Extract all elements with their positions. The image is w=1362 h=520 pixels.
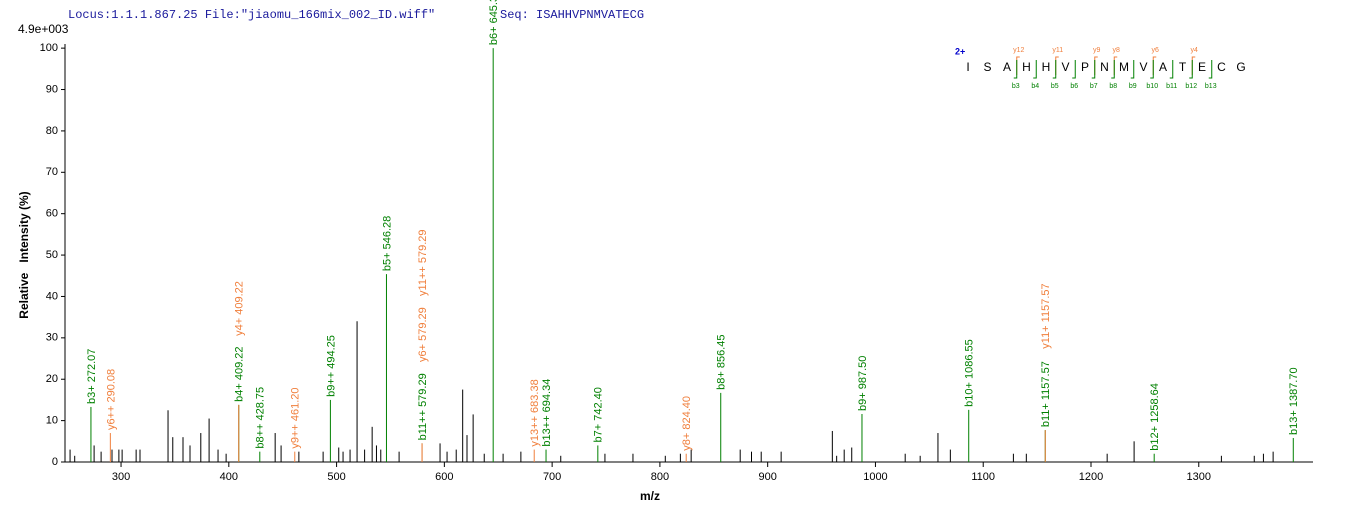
residue: G	[1236, 60, 1245, 74]
x-tick-label: 700	[543, 471, 561, 483]
peak-label: b10+ 1086.55	[964, 339, 976, 407]
b-bracket	[1111, 60, 1115, 79]
peak-label: y11++ 579.29	[417, 230, 429, 296]
y-tick-label: 50	[46, 249, 58, 261]
chart-title: Locus:1.1.1.867.25 File:"jiaomu_166mix_0…	[68, 8, 435, 22]
residue: C	[1217, 60, 1226, 74]
y-tick-label: 10	[46, 415, 58, 427]
x-tick-label: 1200	[1079, 471, 1103, 483]
b-ion-marker: b12	[1185, 83, 1197, 90]
x-tick-label: 400	[220, 471, 238, 483]
y-axis-label: Relative Intensity (%)	[17, 191, 31, 318]
peak-label: b13++ 694.34	[541, 379, 553, 447]
peak-label: y13++ 683.38	[529, 379, 541, 446]
peak-label: y9++ 461.20	[290, 387, 302, 448]
x-tick-label: 800	[651, 471, 669, 483]
b-bracket	[1130, 60, 1135, 79]
x-tick-label: 500	[327, 471, 345, 483]
peak-label: b8++ 428.75	[255, 387, 267, 449]
residue: V	[1139, 60, 1147, 74]
b-ion-marker: b8	[1109, 83, 1117, 90]
peak-label: b9+ 987.50	[857, 356, 869, 411]
y-tick-label: 30	[46, 332, 58, 344]
x-tick-label: 1000	[863, 471, 887, 483]
x-tick-label: 1300	[1187, 471, 1211, 483]
b-ion-marker: b4	[1031, 83, 1039, 90]
b-ion-marker: b11	[1166, 83, 1177, 90]
b-ion-marker: b9	[1129, 83, 1137, 90]
residue: H	[1022, 60, 1031, 74]
residue: N	[1100, 60, 1109, 74]
y-tick-label: 20	[46, 373, 58, 385]
residue: M	[1119, 60, 1129, 74]
b-bracket	[1189, 60, 1193, 79]
b-ion-marker: b10	[1146, 83, 1158, 90]
residue: P	[1081, 60, 1089, 74]
peak-label: y6++ 290.08	[105, 369, 117, 430]
x-tick-label: 600	[435, 471, 453, 483]
x-tick-label: 1100	[971, 471, 995, 483]
peak-label: y11+ 1157.57	[1040, 283, 1052, 348]
y-ion-marker: y9	[1093, 47, 1101, 54]
residue: V	[1061, 60, 1069, 74]
residue: A	[1003, 60, 1011, 74]
peak-label: b13+ 1387.70	[1288, 367, 1300, 435]
scale-label: 4.9e+003	[18, 22, 69, 36]
peak-label: b4+ 409.22	[234, 347, 246, 402]
peak-label: b11+ 1157.57	[1040, 361, 1052, 427]
y-ion-marker: y8	[1113, 47, 1121, 54]
y-tick-label: 60	[46, 208, 58, 220]
y-ion-marker: y12	[1013, 47, 1024, 54]
peak-label: b12+ 1258.64	[1149, 383, 1161, 451]
residue: I	[966, 60, 969, 74]
peak-label: y8+ 824.40	[681, 396, 693, 451]
y-tick-label: 90	[46, 83, 58, 95]
y-ion-marker: y6	[1152, 47, 1160, 54]
residue: A	[1159, 60, 1167, 74]
b-ion-marker: b7	[1090, 83, 1098, 90]
y-tick-label: 80	[46, 125, 58, 137]
residue: E	[1198, 60, 1206, 74]
b-bracket	[1169, 60, 1174, 79]
y-tick-label: 100	[40, 42, 58, 54]
peak-label: b7+ 742.40	[593, 387, 605, 442]
y-tick-label: 0	[52, 456, 58, 468]
peak-label: y4+ 409.22	[234, 281, 246, 336]
chart-subtitle: Seq: ISAHHVPNMVATECG	[500, 8, 644, 22]
y-ion-marker: y4	[1191, 47, 1199, 54]
peak-label: b9++ 494.25	[325, 335, 337, 397]
b-ion-marker: b5	[1051, 83, 1059, 90]
b-ion-marker: b3	[1012, 83, 1020, 90]
peak-label: b6+ 645.3	[488, 0, 500, 45]
residue: H	[1042, 60, 1051, 74]
x-axis-label: m/z	[640, 489, 660, 503]
peak-label: y6+ 579.29	[417, 307, 429, 362]
charge: 2+	[955, 46, 965, 56]
residue: T	[1179, 60, 1187, 74]
b-bracket	[1033, 60, 1037, 79]
peak-label: b8+ 856.45	[716, 335, 728, 390]
x-tick-label: 900	[758, 471, 776, 483]
b-bracket	[1091, 60, 1096, 79]
peak-label: b3+ 272.07	[86, 349, 98, 404]
peak-label: b11++ 579.29	[417, 373, 429, 440]
b-ion-marker: b13	[1205, 83, 1217, 90]
b-bracket	[1208, 60, 1213, 79]
x-tick-label: 300	[112, 471, 130, 483]
b-bracket	[1052, 60, 1057, 79]
b-bracket	[1150, 60, 1154, 79]
peak-label: b5+ 546.28	[381, 216, 393, 271]
residue: S	[983, 60, 991, 74]
y-tick-label: 70	[46, 166, 58, 178]
b-bracket	[1013, 60, 1018, 79]
b-ion-marker: b6	[1070, 83, 1078, 90]
y-ion-marker: y11	[1052, 47, 1063, 54]
y-tick-label: 40	[46, 290, 58, 302]
b-bracket	[1072, 60, 1076, 79]
